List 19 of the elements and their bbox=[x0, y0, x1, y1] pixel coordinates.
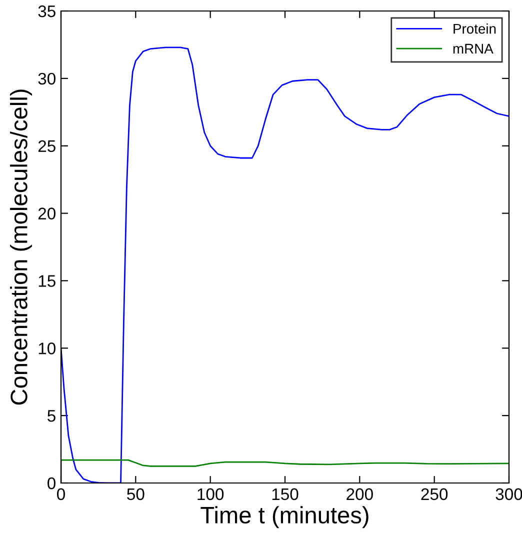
y-tick-label: 35 bbox=[38, 5, 56, 18]
y-tick-label: 0 bbox=[48, 477, 56, 490]
x-tick-label: 0 bbox=[57, 488, 65, 500]
x-tick-label: 50 bbox=[127, 488, 144, 500]
x-tick-label: 250 bbox=[421, 488, 448, 500]
y-tick-label: 30 bbox=[38, 72, 56, 85]
y-tick-label: 25 bbox=[38, 140, 56, 152]
y-tick-label: 5 bbox=[48, 410, 56, 422]
y-axis-title: Concentration (molecules/cell) bbox=[10, 90, 32, 405]
x-axis-title: Time t (minutes) bbox=[200, 506, 368, 528]
x-tick-label: 200 bbox=[346, 488, 373, 500]
y-tick-label: 10 bbox=[38, 342, 56, 354]
legend-label: mRNA bbox=[453, 44, 494, 54]
y-tick-label: 15 bbox=[38, 275, 56, 287]
x-tick-label: 300 bbox=[496, 488, 522, 500]
x-tick-label: 150 bbox=[272, 488, 298, 500]
y-tick-label: 20 bbox=[38, 208, 56, 220]
x-tick-label: 100 bbox=[198, 488, 224, 500]
legend-label: Protein bbox=[454, 24, 496, 34]
